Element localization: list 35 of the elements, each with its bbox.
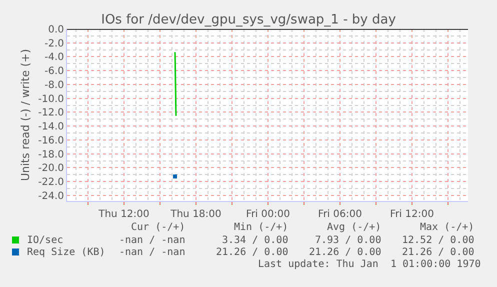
legend-label: IO/sec	[27, 235, 64, 246]
text: 21.26 / 0.00	[216, 247, 288, 258]
text: Cur (-/+)	[131, 222, 186, 233]
x-tick-label: Fri 12:00	[390, 209, 434, 220]
y-axis-title: Units read (-) / write (+)	[18, 48, 32, 182]
text: 21.26 / 0.00	[309, 247, 382, 258]
y-tick-label: -2.0	[44, 38, 64, 50]
y-tick-label: -12.0	[38, 108, 64, 119]
y-tick-label: -16.0	[38, 135, 64, 146]
y-tick-label: -24.0	[38, 190, 64, 202]
chart-title: IOs for /dev/dev_gpu_sys_vg/swap_1 - by day	[101, 12, 396, 28]
y-tick-label: -18.0	[38, 149, 64, 160]
text: Max (-/+)	[420, 222, 474, 233]
y-tick-label: 0.0	[48, 24, 64, 36]
text: Min (-/+)	[234, 222, 288, 233]
legend-label: Req Size (KB)	[27, 247, 106, 258]
text: Avg (-/+)	[327, 222, 382, 233]
text: -nan / -nan	[119, 235, 186, 246]
y-tick-label: -6.0	[44, 66, 64, 78]
text: Last update: Thu Jan 1 01:00:00 1970	[258, 259, 481, 270]
text: 3.34 / 0.00	[222, 235, 288, 246]
x-tick-label: Fri 06:00	[318, 209, 362, 220]
x-tick-label: Thu 18:00	[170, 209, 222, 220]
y-tick-label: -4.0	[44, 52, 64, 64]
text: 7.93 / 0.00	[315, 235, 382, 246]
text: 12.52 / 0.00	[402, 235, 474, 246]
x-tick-label: Fri 00:00	[246, 209, 290, 220]
text: 21.26 / 0.00	[402, 247, 474, 258]
y-tick-label: -22.0	[38, 177, 64, 188]
y-tick-label: -10.0	[38, 94, 64, 105]
text: -nan / -nan	[119, 247, 186, 258]
y-tick-label: -8.0	[44, 80, 64, 91]
y-tick-label: -20.0	[38, 163, 64, 174]
x-tick-label: Thu 12:00	[98, 209, 150, 220]
y-tick-label: -14.0	[38, 122, 64, 133]
